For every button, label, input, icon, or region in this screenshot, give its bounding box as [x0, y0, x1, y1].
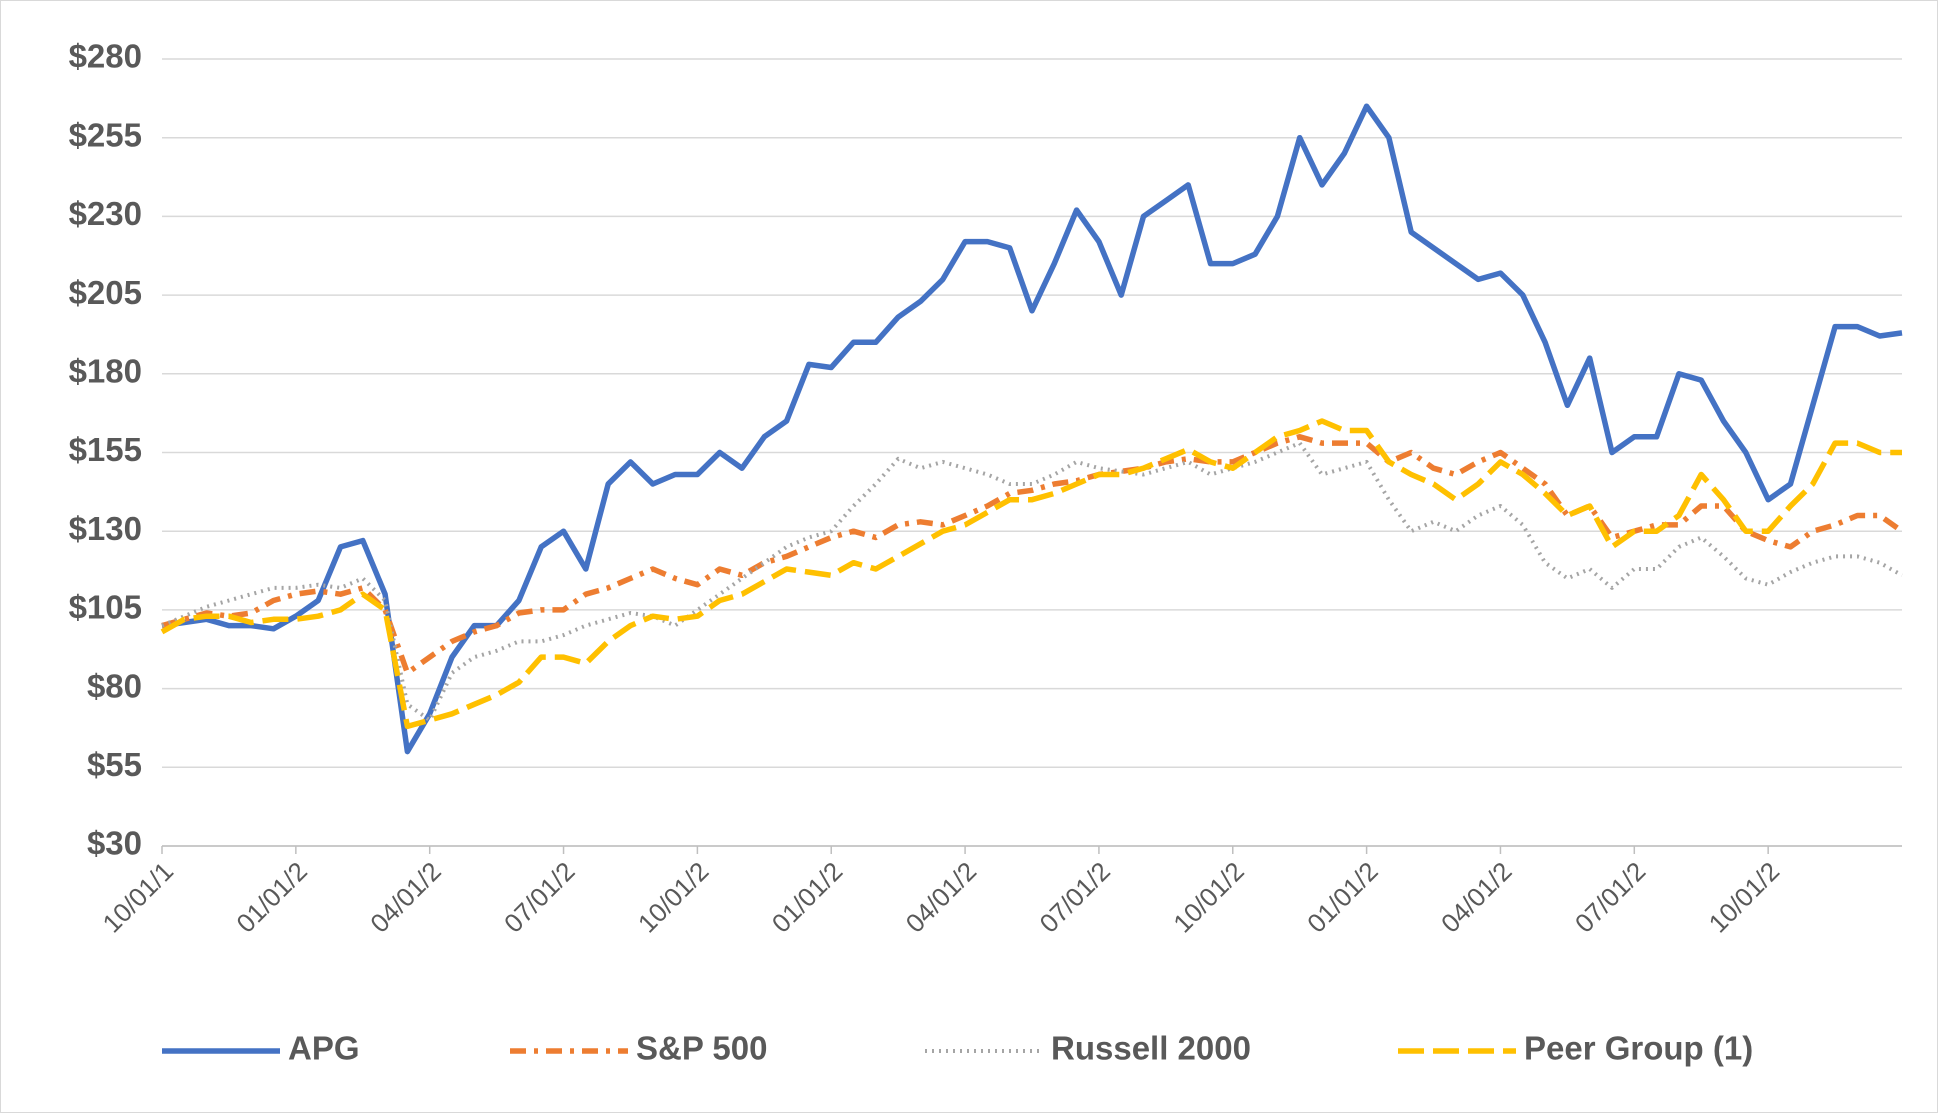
y-tick-label: $30 [87, 825, 142, 862]
series-line [160, 418, 1902, 730]
series-line [161, 434, 1904, 676]
legend-label: APG [288, 1030, 360, 1067]
y-tick-label: $180 [69, 353, 142, 390]
legend-label: S&P 500 [636, 1030, 767, 1067]
series-line [161, 103, 1903, 755]
y-tick-label: $155 [69, 431, 142, 468]
y-tick-label: $55 [87, 746, 142, 783]
y-tick-label: $230 [69, 195, 142, 232]
y-tick-label: $80 [87, 667, 142, 704]
y-tick-label: $255 [69, 116, 142, 153]
y-tick-label: $205 [69, 274, 142, 311]
y-tick-label: $280 [69, 38, 142, 75]
y-tick-label: $105 [69, 589, 142, 626]
legend-label: Peer Group (1) [1524, 1030, 1753, 1067]
y-tick-label: $130 [69, 510, 142, 547]
legend-label: Russell 2000 [1051, 1030, 1251, 1067]
series-line [161, 441, 1903, 723]
